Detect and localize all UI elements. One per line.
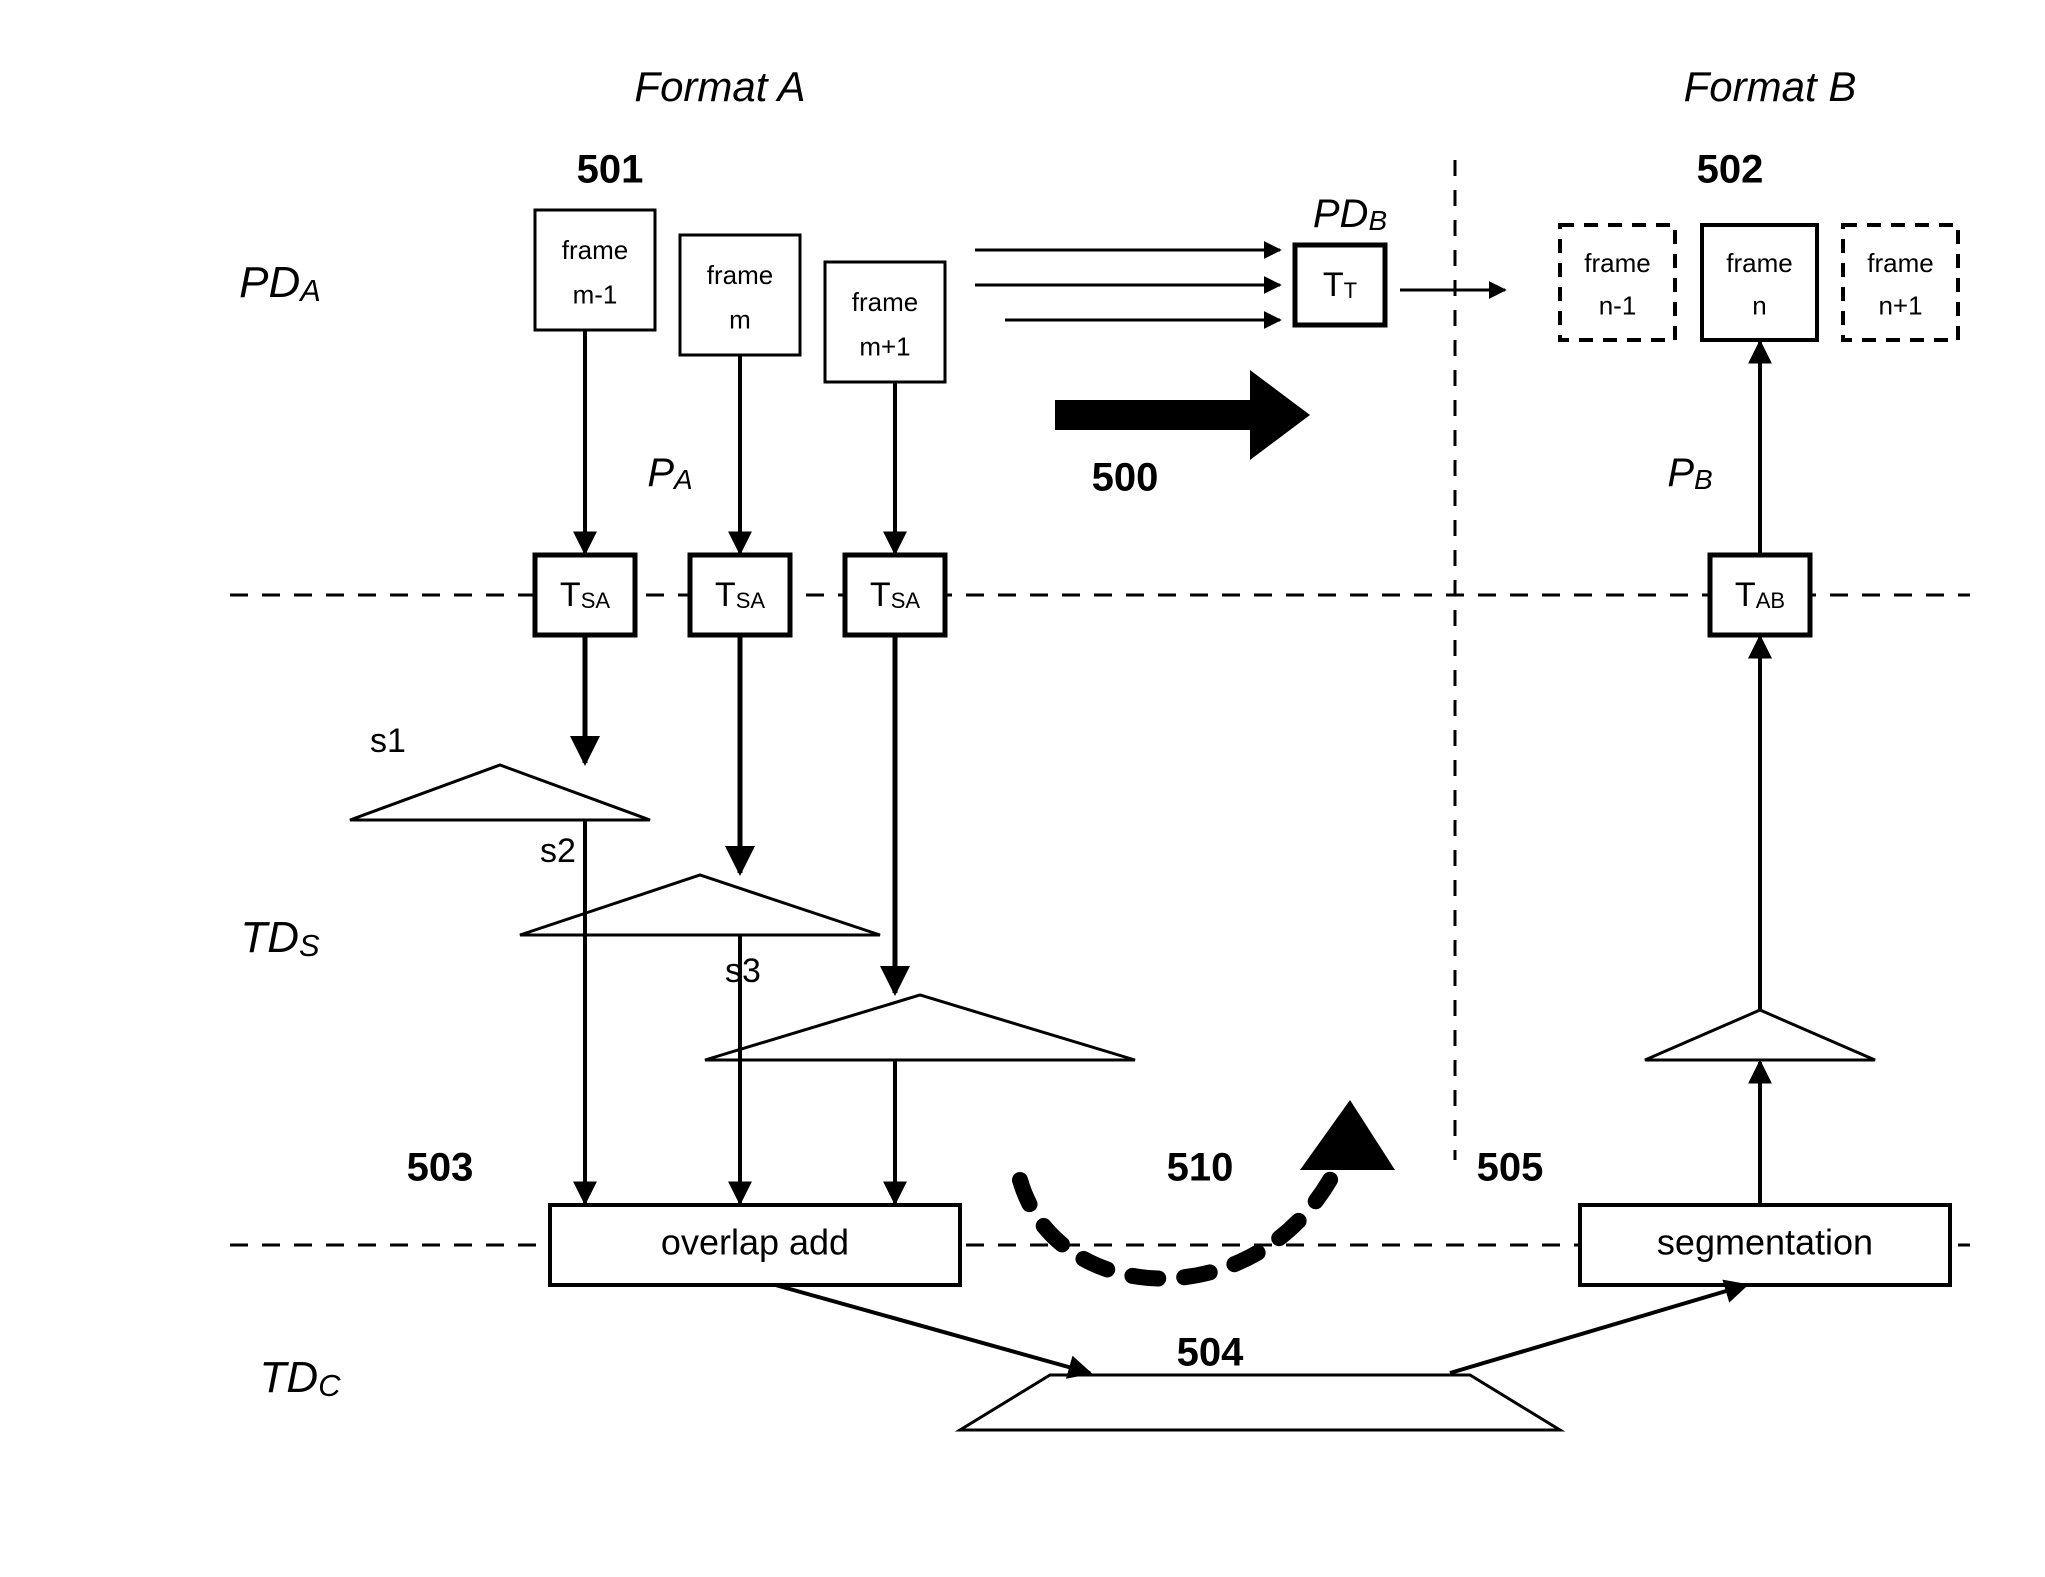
svg-text:frame: frame bbox=[707, 260, 773, 290]
ref-n504: 504 bbox=[1177, 1331, 1244, 1375]
svg-text:m-1: m-1 bbox=[573, 279, 618, 309]
frame-m: frame m bbox=[680, 235, 800, 355]
svg-text:n-1: n-1 bbox=[1599, 291, 1637, 321]
ref-n510: 510 bbox=[1167, 1146, 1234, 1190]
svg-text:overlap add: overlap add bbox=[661, 1222, 849, 1263]
arrow-ola-to-trapezoid bbox=[776, 1285, 1091, 1373]
label-pA: PA bbox=[647, 451, 692, 496]
svg-text:m: m bbox=[729, 304, 751, 334]
frame-n: frame n bbox=[1702, 225, 1817, 340]
svg-text:m+1: m+1 bbox=[859, 331, 910, 361]
label-n502: 502 bbox=[1697, 148, 1764, 192]
svg-text:frame: frame bbox=[1726, 248, 1792, 278]
svg-text:n+1: n+1 bbox=[1878, 291, 1922, 321]
frame-m-1: frame m-1 bbox=[535, 210, 655, 330]
frame-m+1: frame m+1 bbox=[825, 262, 945, 382]
tt-box: TT bbox=[1295, 245, 1385, 325]
label-pB: PB bbox=[1667, 451, 1712, 496]
label-pdB: PDB bbox=[1313, 192, 1387, 237]
heading-formatB: Format B bbox=[1684, 63, 1857, 110]
trapezoid-504 bbox=[960, 1375, 1560, 1430]
window-right bbox=[1645, 1010, 1875, 1060]
ref-n503: 503 bbox=[407, 1146, 474, 1190]
svg-text:segmentation: segmentation bbox=[1657, 1222, 1873, 1263]
svg-text:frame: frame bbox=[562, 235, 628, 265]
tsa-box-0: TSA bbox=[535, 555, 635, 635]
window-s1-label: s1 bbox=[370, 722, 406, 760]
window-s2-label: s2 bbox=[540, 832, 576, 870]
window-s3-label: s3 bbox=[725, 952, 761, 990]
label-n500: 500 bbox=[1092, 456, 1159, 500]
overlap-add-box: overlap add bbox=[550, 1205, 960, 1285]
tsa-box-1: TSA bbox=[690, 555, 790, 635]
tsa-box-2: TSA bbox=[845, 555, 945, 635]
domain-label-tdS: TDS bbox=[240, 913, 320, 963]
heading-formatA: Format A bbox=[634, 63, 805, 110]
window-s1 bbox=[350, 765, 650, 820]
svg-text:n: n bbox=[1752, 291, 1766, 321]
thick-arrow-head bbox=[1250, 370, 1310, 460]
window-s3 bbox=[705, 995, 1135, 1060]
window-s2 bbox=[520, 875, 880, 935]
label-n501: 501 bbox=[577, 148, 644, 192]
svg-text:frame: frame bbox=[1867, 248, 1933, 278]
curved-arrow-510-head bbox=[1300, 1100, 1395, 1170]
frame-n-1: frame n-1 bbox=[1560, 225, 1675, 340]
arrow-trapezoid-to-seg bbox=[1450, 1285, 1747, 1373]
domain-label-pdA: PDA bbox=[239, 258, 321, 308]
ref-n505: 505 bbox=[1477, 1146, 1544, 1190]
svg-text:frame: frame bbox=[1584, 248, 1650, 278]
frame-n+1: frame n+1 bbox=[1843, 225, 1958, 340]
segmentation-box: segmentation bbox=[1580, 1205, 1950, 1285]
curved-arrow-510 bbox=[1020, 1120, 1355, 1278]
svg-text:frame: frame bbox=[852, 287, 918, 317]
tab-box: TAB bbox=[1710, 555, 1810, 635]
domain-label-tdC: TDC bbox=[260, 1353, 342, 1403]
